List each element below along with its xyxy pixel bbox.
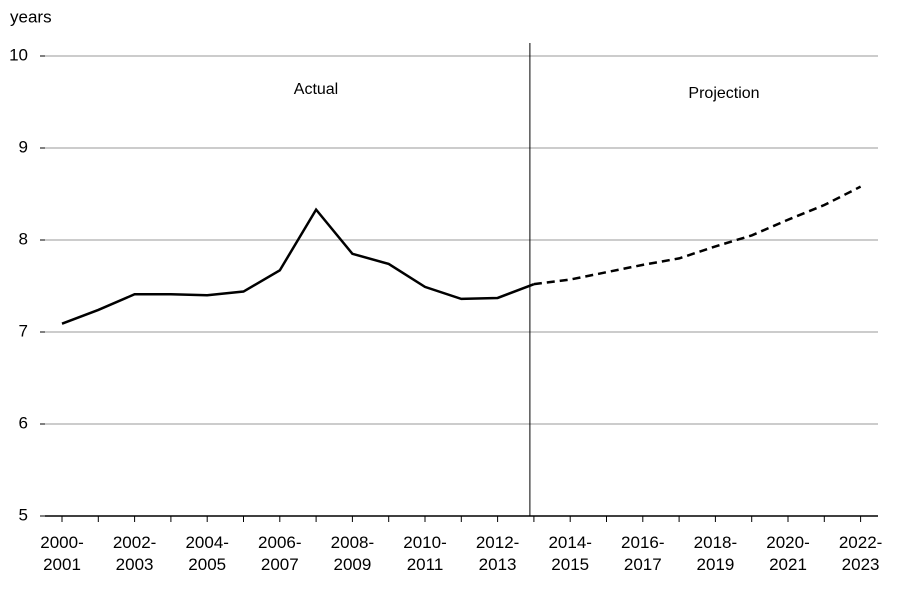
y-tick-label: 6	[19, 413, 28, 432]
y-tick-label: 7	[19, 321, 28, 340]
x-tick-label: 2018-2019	[694, 533, 737, 574]
x-tick-label: 2004-2005	[185, 533, 228, 574]
x-tick-label: 2022-2023	[839, 533, 882, 574]
x-tick-label: 2002-2003	[113, 533, 156, 574]
x-tick-label: 2010-2011	[403, 533, 446, 574]
x-tick-label: 2020-2021	[766, 533, 809, 574]
x-tick-label: 2006-2007	[258, 533, 301, 574]
y-tick-label: 9	[19, 137, 28, 156]
y-tick-label: 8	[19, 229, 28, 248]
x-tick-label: 2008-2009	[331, 533, 374, 574]
y-axis-label: years	[10, 7, 52, 26]
y-tick-label: 10	[9, 45, 28, 64]
section-label: Actual	[294, 81, 338, 98]
y-tick-label: 5	[19, 505, 28, 524]
line-series	[61, 207, 535, 325]
x-tick-label: 2012-2013	[476, 533, 519, 574]
x-tick-label: 2014-2015	[548, 533, 591, 574]
x-tick-label: 2000-2001	[40, 533, 83, 574]
x-tick-label: 2016-2017	[621, 533, 664, 574]
section-label: Projection	[688, 85, 759, 102]
line-series	[533, 185, 862, 286]
